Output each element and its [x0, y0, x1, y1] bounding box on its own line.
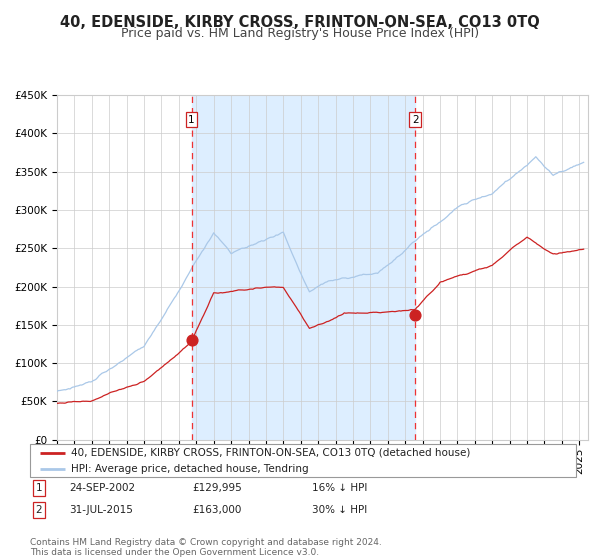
Text: £129,995: £129,995: [192, 483, 242, 493]
Text: 40, EDENSIDE, KIRBY CROSS, FRINTON-ON-SEA, CO13 0TQ (detached house): 40, EDENSIDE, KIRBY CROSS, FRINTON-ON-SE…: [71, 448, 470, 458]
Text: 1: 1: [35, 483, 43, 493]
FancyBboxPatch shape: [30, 444, 576, 477]
Text: Price paid vs. HM Land Registry's House Price Index (HPI): Price paid vs. HM Land Registry's House …: [121, 27, 479, 40]
Text: 16% ↓ HPI: 16% ↓ HPI: [312, 483, 367, 493]
Text: HPI: Average price, detached house, Tendring: HPI: Average price, detached house, Tend…: [71, 464, 308, 474]
Text: £163,000: £163,000: [192, 505, 241, 515]
Text: 40, EDENSIDE, KIRBY CROSS, FRINTON-ON-SEA, CO13 0TQ: 40, EDENSIDE, KIRBY CROSS, FRINTON-ON-SE…: [60, 15, 540, 30]
Text: Contains HM Land Registry data © Crown copyright and database right 2024.
This d: Contains HM Land Registry data © Crown c…: [30, 538, 382, 557]
Text: 30% ↓ HPI: 30% ↓ HPI: [312, 505, 367, 515]
Bar: [191, 95, 415, 440]
Point: [187, 335, 196, 344]
Text: 31-JUL-2015: 31-JUL-2015: [69, 505, 133, 515]
Text: 24-SEP-2002: 24-SEP-2002: [69, 483, 135, 493]
Text: 2: 2: [35, 505, 43, 515]
Point: [410, 310, 420, 319]
Text: 1: 1: [188, 115, 195, 125]
Text: 2: 2: [412, 115, 419, 125]
